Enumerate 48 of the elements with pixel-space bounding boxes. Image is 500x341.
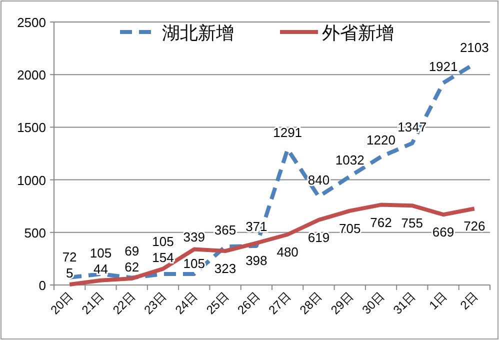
data-label: 62 — [124, 259, 140, 274]
x-tick-label: 2日 — [457, 289, 481, 312]
y-tick-label: 1500 — [17, 120, 46, 136]
x-tick-label: 26日 — [234, 289, 263, 318]
x-tick-label: 28日 — [297, 289, 325, 318]
data-label: 1032 — [335, 152, 364, 168]
data-label: 105 — [152, 234, 174, 249]
data-label: 2103 — [460, 40, 489, 55]
data-label: 762 — [370, 214, 392, 230]
x-tick-label: 21日 — [79, 289, 107, 318]
data-label: 69 — [124, 243, 140, 258]
data-label: 323 — [214, 261, 236, 276]
data-label: 154 — [152, 250, 174, 265]
data-label: 755 — [401, 216, 423, 231]
x-tick-label: 31日 — [390, 289, 418, 318]
y-tick-label: 1000 — [17, 172, 46, 188]
data-label: 44 — [93, 261, 108, 276]
data-label: 726 — [464, 218, 486, 234]
data-label: 705 — [339, 220, 361, 236]
x-tick-label: 27日 — [266, 289, 294, 318]
x-tick-label: 25日 — [204, 289, 232, 318]
legend-label: 湖北新增 — [162, 23, 234, 43]
data-label: 840 — [308, 172, 330, 188]
data-label: 1921 — [428, 58, 458, 74]
x-tick-label: 24日 — [172, 289, 200, 318]
y-tick-label: 0 — [38, 278, 46, 293]
data-label: 480 — [276, 244, 298, 260]
data-label: 105 — [183, 256, 205, 271]
data-label: 5 — [66, 265, 74, 280]
data-label: 669 — [432, 224, 454, 240]
data-label: 398 — [246, 253, 268, 268]
y-tick-label: 500 — [24, 225, 46, 240]
data-label: 339 — [183, 229, 205, 244]
data-label: 1291 — [273, 125, 302, 140]
data-label: 1220 — [366, 132, 396, 148]
y-tick-label: 2000 — [17, 68, 46, 83]
data-label: 619 — [308, 230, 330, 245]
x-tick-label: 20日 — [48, 289, 76, 318]
x-tick-label: 29日 — [328, 289, 356, 318]
x-tick-label: 23日 — [141, 289, 170, 318]
y-tick-label: 2500 — [17, 15, 46, 30]
x-tick-label: 22日 — [110, 289, 138, 318]
x-tick-label: 1日 — [426, 289, 450, 312]
data-label: 365 — [214, 222, 236, 238]
x-tick-label: 30日 — [359, 289, 388, 318]
data-label: 105 — [90, 245, 112, 260]
legend-label: 外省新增 — [322, 23, 394, 43]
data-label: 72 — [62, 249, 77, 264]
